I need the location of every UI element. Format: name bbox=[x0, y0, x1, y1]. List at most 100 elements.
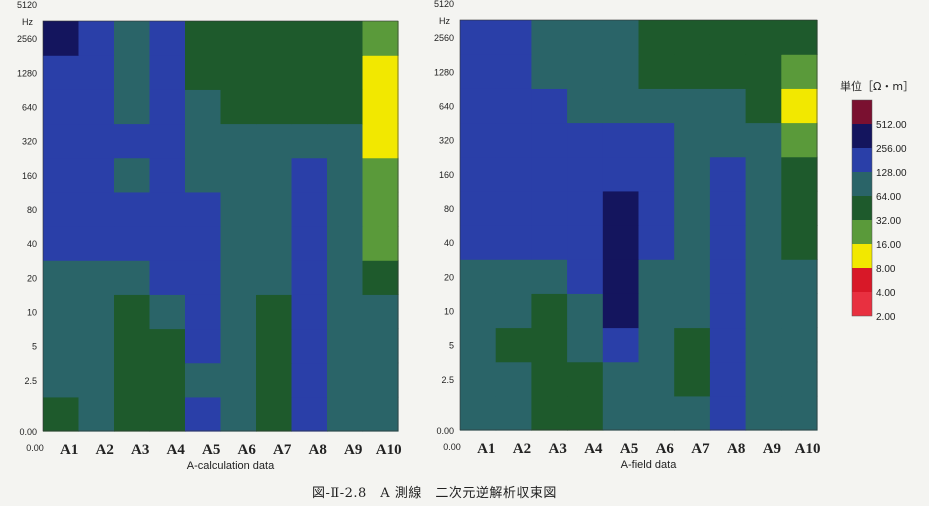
legend-swatch bbox=[852, 196, 872, 220]
heatmap-cell bbox=[602, 395, 640, 431]
heatmap-cell bbox=[220, 396, 257, 432]
heatmap-cell bbox=[114, 157, 151, 193]
heatmap-cell bbox=[291, 157, 328, 193]
heatmap-cell bbox=[185, 191, 222, 227]
legend-swatch bbox=[852, 148, 872, 172]
heatmap-cell bbox=[531, 395, 568, 431]
heatmap-cell bbox=[745, 327, 782, 363]
x-tick-label: A5 bbox=[620, 441, 638, 457]
x-tick-label: A8 bbox=[309, 442, 327, 458]
y-origin-label: 0.00 bbox=[436, 426, 454, 436]
heatmap-cell bbox=[709, 259, 747, 294]
heatmap-cell bbox=[149, 362, 186, 398]
heatmap-cell bbox=[567, 190, 604, 226]
legend-swatch bbox=[852, 244, 872, 268]
heatmap-cell bbox=[291, 21, 328, 56]
heatmap-cell bbox=[495, 225, 532, 260]
x-tick-label: A10 bbox=[795, 441, 821, 457]
heatmap-cell bbox=[567, 327, 604, 363]
heatmap-cell bbox=[185, 396, 222, 432]
heatmap-cell bbox=[567, 88, 604, 124]
figure-caption: 図-Ⅱ-2.8 A 測線 二次元逆解析収束図 bbox=[312, 486, 557, 501]
heatmap-cell bbox=[327, 260, 364, 295]
heatmap-cell bbox=[709, 156, 747, 192]
y-tick-label: 5 bbox=[32, 342, 37, 352]
heatmap-cells bbox=[43, 21, 399, 432]
heatmap-cell bbox=[709, 122, 747, 158]
heatmap-cell bbox=[256, 157, 293, 193]
heatmap-cell bbox=[674, 156, 711, 192]
x-axis-title: A-field data bbox=[621, 459, 678, 471]
heatmap-cell bbox=[460, 190, 497, 226]
heatmap-cell bbox=[602, 190, 640, 226]
heatmap-cell bbox=[460, 327, 497, 363]
heatmap-cell bbox=[43, 396, 80, 432]
heatmap-cell bbox=[220, 328, 257, 364]
heatmap-cell bbox=[185, 123, 222, 159]
y-tick-label: 2560 bbox=[434, 33, 454, 43]
y-tick-label: 320 bbox=[439, 136, 454, 146]
heatmap-cell bbox=[185, 362, 222, 398]
heatmap-cell bbox=[78, 89, 115, 125]
heatmap-cell bbox=[149, 123, 186, 159]
heatmap-cell bbox=[362, 362, 399, 398]
heatmap-cell bbox=[602, 54, 640, 89]
heatmap-cell bbox=[495, 20, 532, 55]
heatmap-cell bbox=[495, 293, 532, 329]
y-axis-unit: Hz bbox=[22, 17, 33, 27]
heatmap-cell bbox=[149, 396, 186, 432]
heatmap-cell bbox=[638, 259, 675, 294]
heatmap-cell bbox=[362, 328, 399, 364]
heatmap-cell bbox=[709, 395, 747, 431]
heatmap-cell bbox=[185, 21, 222, 56]
heatmap-cell bbox=[460, 293, 497, 329]
heatmap-cell bbox=[460, 361, 497, 397]
y-tick-label: 1280 bbox=[434, 67, 454, 77]
heatmap-cell bbox=[149, 226, 186, 261]
x-tick-label: A9 bbox=[344, 442, 362, 458]
heatmap-cell bbox=[149, 55, 186, 90]
heatmap-cell bbox=[185, 55, 222, 90]
y-tick-label: 80 bbox=[444, 204, 454, 214]
heatmap-cell bbox=[638, 156, 675, 192]
heatmap-cell bbox=[185, 89, 222, 125]
heatmap-cell bbox=[495, 122, 532, 158]
heatmap-cell bbox=[567, 156, 604, 192]
heatmap-cell bbox=[149, 89, 186, 125]
heatmap-cell bbox=[781, 225, 818, 260]
heatmap-cell bbox=[256, 396, 293, 432]
heatmap-cell bbox=[291, 55, 328, 90]
heatmap-cell bbox=[495, 327, 532, 363]
heatmap-cell bbox=[638, 225, 675, 260]
heatmap-cell bbox=[43, 191, 80, 227]
heatmap-cell bbox=[531, 156, 568, 192]
heatmap-cell bbox=[531, 361, 568, 397]
heatmap-cell bbox=[114, 191, 151, 227]
heatmap-cell bbox=[638, 54, 675, 89]
heatmap-cell bbox=[638, 293, 675, 329]
heatmap-cell bbox=[460, 88, 497, 124]
heatmap-cell bbox=[745, 395, 782, 431]
heatmap-cell bbox=[291, 294, 328, 330]
heatmap-cell bbox=[43, 328, 80, 364]
heatmap-cell bbox=[291, 362, 328, 398]
heatmap-cell bbox=[602, 122, 640, 158]
x-tick-label: A4 bbox=[167, 442, 186, 458]
y-tick-label: 640 bbox=[22, 102, 37, 112]
heatmap-cell bbox=[362, 191, 399, 227]
heatmap-cell bbox=[362, 294, 399, 330]
heatmap-cell bbox=[567, 259, 604, 294]
x-tick-label: A4 bbox=[584, 441, 603, 457]
y-tick-label: 1280 bbox=[17, 68, 37, 78]
heatmap-cell bbox=[709, 20, 747, 55]
heatmap-cell bbox=[78, 55, 115, 90]
heatmap-cell bbox=[149, 157, 186, 193]
heatmap-cell bbox=[567, 361, 604, 397]
heatmap-cell bbox=[567, 395, 604, 431]
heatmap-cell bbox=[781, 327, 818, 363]
heatmap-cell bbox=[602, 361, 640, 397]
legend-title: 単位［Ω・m］ bbox=[840, 79, 914, 93]
heatmap-cell bbox=[327, 396, 364, 432]
legend-level-label: 8.00 bbox=[876, 264, 896, 275]
heatmap-cell bbox=[781, 156, 818, 192]
